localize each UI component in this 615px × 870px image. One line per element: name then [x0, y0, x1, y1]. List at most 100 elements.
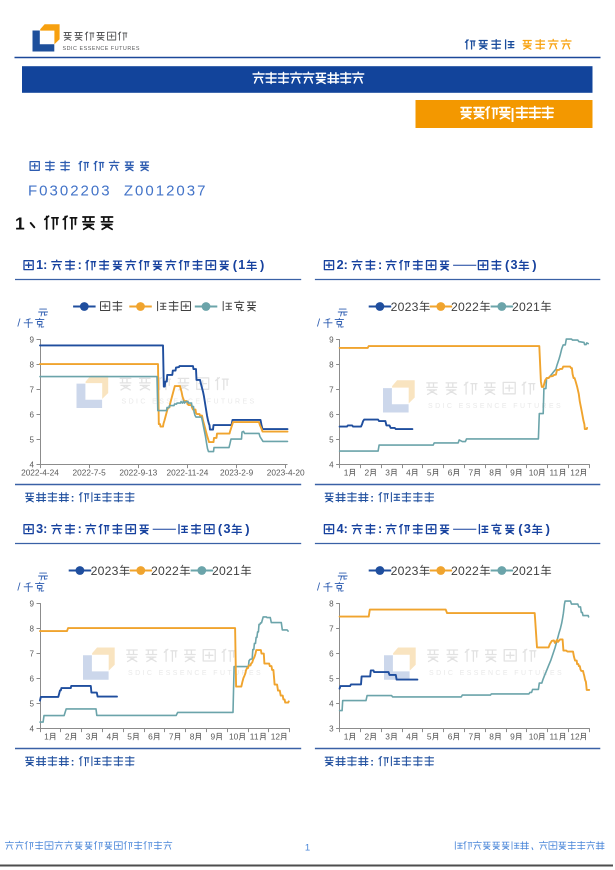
svg-text:0: 0 — [219, 564, 226, 578]
svg-text:0: 0 — [158, 564, 165, 578]
svg-text:6: 6 — [148, 732, 153, 742]
svg-text:/: / — [317, 318, 321, 330]
svg-text:8: 8 — [29, 361, 34, 370]
svg-text:0: 0 — [458, 300, 465, 314]
svg-text:5: 5 — [29, 436, 34, 445]
svg-text:0: 0 — [398, 564, 405, 578]
svg-text:1:: 1: — [36, 258, 51, 272]
svg-text:3: 3 — [511, 258, 518, 272]
svg-text:2: 2 — [226, 564, 233, 578]
svg-text:4: 4 — [29, 461, 34, 470]
svg-text:4: 4 — [29, 725, 34, 734]
svg-text:(: ( — [518, 521, 523, 536]
svg-text:0: 0 — [398, 300, 405, 314]
svg-text:7: 7 — [29, 650, 34, 659]
svg-text:1: 1 — [305, 843, 310, 854]
svg-text:9: 9 — [29, 336, 34, 345]
svg-text:2:: 2: — [337, 258, 352, 272]
svg-text:8: 8 — [29, 625, 34, 634]
svg-text:3: 3 — [224, 522, 231, 536]
svg-text:7: 7 — [329, 625, 334, 634]
svg-text:7: 7 — [29, 386, 34, 395]
svg-text:4: 4 — [329, 461, 334, 470]
svg-text:9: 9 — [510, 732, 515, 742]
svg-text:/: / — [17, 582, 21, 594]
svg-text:1: 1 — [533, 564, 540, 578]
svg-text:2: 2 — [512, 564, 519, 578]
svg-text:2022-11-24: 2022-11-24 — [166, 468, 208, 478]
svg-text:2: 2 — [91, 564, 98, 578]
svg-text:8: 8 — [329, 361, 334, 370]
svg-text:6: 6 — [329, 650, 334, 659]
svg-text:SDIC ESSENCE FUTURES: SDIC ESSENCE FUTURES — [128, 670, 263, 677]
svg-text:3: 3 — [112, 564, 119, 578]
svg-text:SDIC ESSENCE FUTURES: SDIC ESSENCE FUTURES — [63, 46, 141, 52]
svg-text:(: ( — [218, 521, 223, 536]
svg-text:5: 5 — [127, 732, 132, 742]
svg-text:2: 2 — [212, 564, 219, 578]
svg-text:1: 1 — [44, 732, 49, 742]
svg-text:): ) — [245, 521, 249, 536]
svg-text:2: 2 — [451, 300, 458, 314]
svg-text:6: 6 — [448, 732, 453, 742]
svg-text:(: ( — [233, 257, 238, 272]
svg-text::: : — [378, 258, 386, 272]
svg-text:2: 2 — [151, 564, 158, 578]
svg-text:7: 7 — [169, 732, 174, 742]
svg-text:/: / — [17, 318, 21, 330]
svg-text:5: 5 — [29, 700, 34, 709]
svg-text:7: 7 — [329, 386, 334, 395]
svg-text::: : — [71, 492, 75, 504]
svg-text:): ) — [546, 521, 550, 536]
svg-text:3: 3 — [524, 522, 531, 536]
svg-text:6: 6 — [29, 411, 34, 420]
svg-text:): ) — [260, 257, 264, 272]
svg-text:4: 4 — [329, 700, 334, 709]
svg-text:3: 3 — [86, 732, 91, 742]
svg-text:2: 2 — [451, 564, 458, 578]
svg-text:8: 8 — [489, 468, 494, 478]
svg-text:0: 0 — [458, 564, 465, 578]
svg-text:11: 11 — [250, 732, 259, 742]
svg-text:SDIC ESSENCE FUTURES: SDIC ESSENCE FUTURES — [429, 670, 564, 677]
svg-text:2: 2 — [165, 564, 172, 578]
svg-text:3: 3 — [385, 732, 390, 742]
svg-text:2: 2 — [472, 564, 479, 578]
svg-text:10: 10 — [529, 468, 539, 478]
svg-text:|: | — [511, 107, 515, 123]
svg-text:9: 9 — [510, 468, 515, 478]
svg-text:2: 2 — [465, 564, 472, 578]
svg-text::: : — [78, 258, 86, 272]
svg-text:2: 2 — [472, 300, 479, 314]
svg-text:4: 4 — [406, 732, 411, 742]
svg-text:8: 8 — [329, 600, 334, 609]
svg-text:2: 2 — [512, 300, 519, 314]
svg-text:): ) — [532, 257, 536, 272]
svg-text:2: 2 — [465, 300, 472, 314]
svg-text:2022-9-13: 2022-9-13 — [119, 468, 157, 478]
svg-text::: : — [370, 756, 374, 768]
svg-text:2: 2 — [405, 300, 412, 314]
svg-text:7: 7 — [469, 732, 474, 742]
svg-text:2: 2 — [391, 564, 398, 578]
svg-text:4:: 4: — [337, 522, 352, 536]
svg-text:0: 0 — [519, 564, 526, 578]
svg-text:6: 6 — [448, 468, 453, 478]
svg-text:0: 0 — [98, 564, 105, 578]
svg-text:3: 3 — [412, 564, 419, 578]
svg-text::: : — [370, 492, 374, 504]
svg-text:5: 5 — [329, 675, 334, 684]
svg-text:2: 2 — [391, 300, 398, 314]
svg-text:2: 2 — [65, 732, 70, 742]
svg-text:4: 4 — [406, 468, 411, 478]
svg-text:1: 1 — [344, 732, 349, 742]
svg-text:10: 10 — [229, 732, 239, 742]
svg-text:SDIC ESSENCE FUTURES: SDIC ESSENCE FUTURES — [428, 403, 563, 410]
svg-text:6: 6 — [329, 411, 334, 420]
svg-text:12: 12 — [570, 468, 580, 478]
svg-text:9: 9 — [211, 732, 216, 742]
svg-text:1: 1 — [533, 300, 540, 314]
svg-text:8: 8 — [489, 732, 494, 742]
svg-text:/: / — [317, 582, 321, 594]
svg-text:12: 12 — [271, 732, 281, 742]
